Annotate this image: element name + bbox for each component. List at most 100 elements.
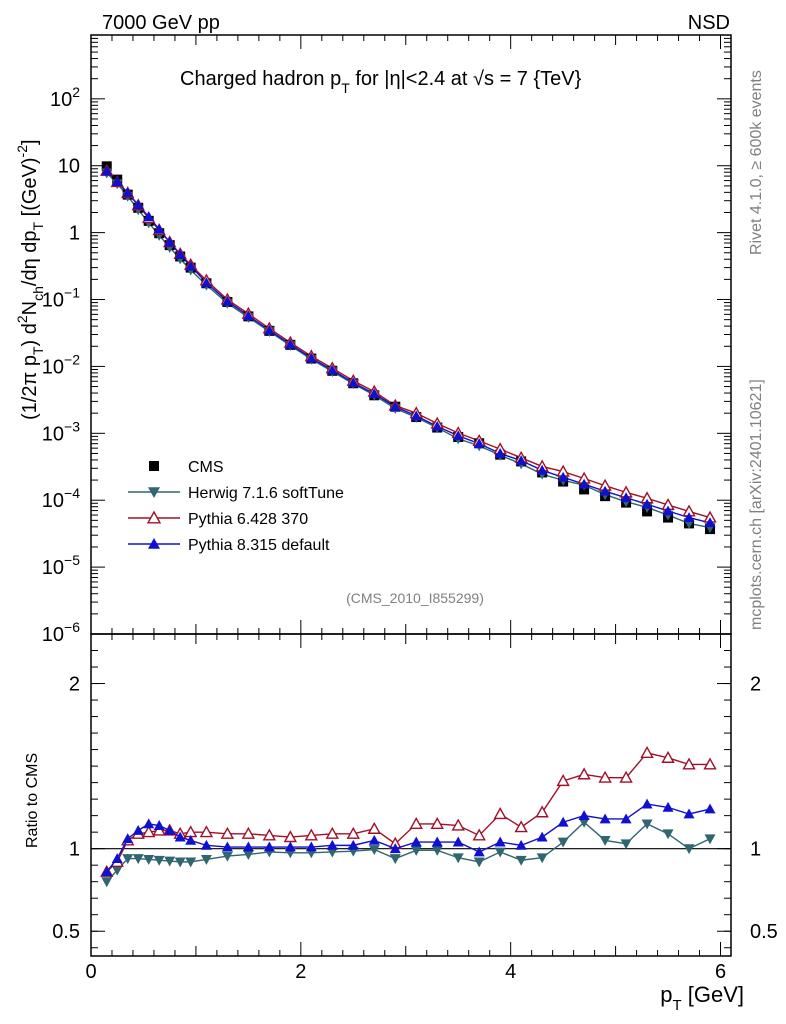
y-tick-exponent: −2 xyxy=(64,351,80,367)
data-point-pythia-8-315-default xyxy=(221,295,233,306)
title-prefix: Charged hadron p xyxy=(180,68,341,90)
ratio-point-pythia-8-315-default xyxy=(122,833,134,844)
ylabel-part-8: [(GeV) xyxy=(19,157,41,221)
ratio-point-herwig-7-1-6-softtune xyxy=(389,854,401,865)
ratio-point-pythia-8-315-default xyxy=(557,816,569,827)
ratio-point-pythia-8-315-default xyxy=(368,834,380,845)
data-point-pythia-8-315-default xyxy=(431,420,443,431)
data-point-pythia-8-315-default xyxy=(473,438,485,449)
ratio-point-herwig-7-1-6-softtune xyxy=(153,855,165,866)
ratio-point-pythia-8-315-default xyxy=(662,801,674,812)
y-tick-exponent: −6 xyxy=(64,619,80,635)
xlabel-unit: [GeV] xyxy=(682,982,744,1007)
y-tick-base: 10 xyxy=(42,557,64,579)
ratio-point-pythia-8-315-default xyxy=(305,841,317,852)
ratio-point-pythia-8-315-default xyxy=(452,836,464,847)
x-axis-label: pT [GeV] xyxy=(660,982,744,1014)
data-point-pythia-8-315-default xyxy=(153,223,165,234)
ratio-series-group xyxy=(100,745,717,888)
y-tick-base: 10 xyxy=(42,356,64,378)
ratio-point-pythia-6-428-370 xyxy=(304,828,319,841)
y-tick-label: 1 xyxy=(69,223,80,245)
y-tick-base: 10 xyxy=(42,290,64,312)
y-axis-label-main: (1/2π pT) d2Nch/dη dpT [(GeV)-2] xyxy=(14,139,46,420)
ratio-point-pythia-6-428-370 xyxy=(472,828,486,841)
ratio-point-herwig-7-1-6-softtune xyxy=(431,845,443,856)
legend-label-pythia-6-428-370: Pythia 6.428 370 xyxy=(188,511,308,528)
ratio-point-pythia-8-315-default xyxy=(431,836,443,847)
ratio-point-pythia-6-428-370 xyxy=(682,757,696,770)
data-point-pythia-8-315-default xyxy=(641,498,653,509)
ratio-point-pythia-6-428-370 xyxy=(241,826,256,839)
data-point-pythia-8-315-default xyxy=(578,478,590,489)
ylabel-part-4: N xyxy=(19,301,41,315)
data-point-pythia-8-315-default xyxy=(263,324,275,335)
rivet-version-label: Rivet 4.1.0, ≥ 600k events xyxy=(748,70,765,255)
y-tick-label: 10−5 xyxy=(42,552,80,579)
ratio-point-pythia-6-428-370 xyxy=(409,816,423,829)
ratio-point-herwig-7-1-6-softtune xyxy=(143,855,155,865)
y-tick-exponent: −5 xyxy=(64,552,80,568)
ylabel-part-5: ch xyxy=(30,286,46,301)
y-tick-base: 10 xyxy=(50,89,72,111)
ratio-y-tick-label-right: 1 xyxy=(750,839,761,861)
ylabel-part-3: 2 xyxy=(14,315,30,323)
ratio-point-pythia-8-315-default xyxy=(284,841,296,852)
ratio-point-pythia-8-315-default xyxy=(164,825,176,835)
ratio-point-pythia-8-315-default xyxy=(347,839,359,850)
ratio-point-pythia-6-428-370 xyxy=(703,757,717,770)
ratio-point-pythia-8-315-default xyxy=(389,843,401,854)
data-point-pythia-8-315-default xyxy=(515,455,527,466)
data-point-pythia-8-315-default xyxy=(305,352,317,363)
ratio-point-herwig-7-1-6-softtune xyxy=(662,829,674,840)
ratio-point-pythia-8-315-default xyxy=(578,810,590,821)
y-tick-exponent: −3 xyxy=(64,418,80,434)
ratio-point-pythia-8-315-default xyxy=(153,820,165,830)
ratio-point-pythia-8-315-default xyxy=(620,813,632,824)
ratio-point-herwig-7-1-6-softtune xyxy=(494,847,506,858)
ratio-point-pythia-6-428-370 xyxy=(142,825,156,838)
ylabel-part-9: -2 xyxy=(14,145,30,158)
data-point-pythia-8-315-default xyxy=(143,211,155,222)
data-point-pythia-8-315-default xyxy=(347,377,359,388)
ratio-point-pythia-6-428-370 xyxy=(346,826,360,839)
ratio-point-pythia-8-315-default xyxy=(641,798,653,809)
data-point-pythia-8-315-default xyxy=(132,199,144,210)
ylabel-part-0: (1/2π p xyxy=(19,355,41,420)
xlabel-sub: T xyxy=(672,997,681,1014)
x-tick-label: 4 xyxy=(505,961,516,983)
data-point-pythia-8-315-default xyxy=(494,447,506,458)
y-tick-label: 10−4 xyxy=(42,485,80,512)
ratio-point-pythia-6-428-370 xyxy=(451,818,465,831)
ratio-point-herwig-7-1-6-softtune xyxy=(641,819,653,830)
ratio-point-pythia-8-315-default xyxy=(515,839,527,850)
ratio-point-pythia-6-428-370 xyxy=(640,745,654,758)
ratio-point-herwig-7-1-6-softtune xyxy=(578,817,590,828)
data-point-pythia-8-315-default xyxy=(200,277,212,288)
main-series-group xyxy=(100,161,717,535)
y-tick-label: 10−1 xyxy=(42,285,80,312)
ratio-y-tick-label-left: 0.5 xyxy=(52,921,80,943)
series-line-pythia-8-315-default xyxy=(106,170,711,524)
data-point-pythia-8-315-default xyxy=(683,512,695,522)
ratio-point-pythia-8-315-default xyxy=(494,836,506,847)
series-line-herwig-7-1-6-softtune xyxy=(106,172,711,529)
ratio-point-herwig-7-1-6-softtune xyxy=(111,865,123,876)
ratio-point-pythia-6-428-370 xyxy=(535,805,549,818)
data-point-pythia-8-315-default xyxy=(452,430,464,441)
ratio-y-tick-label-right: 2 xyxy=(750,674,761,696)
data-point-pythia-8-315-default xyxy=(389,401,401,412)
ratio-point-herwig-7-1-6-softtune xyxy=(704,834,716,845)
ratio-point-pythia-8-315-default xyxy=(242,841,254,852)
ratio-point-herwig-7-1-6-softtune xyxy=(164,856,176,867)
ylabel-part-7: T xyxy=(30,221,46,230)
y-tick-label: 10−3 xyxy=(42,418,80,445)
ratio-point-herwig-7-1-6-softtune xyxy=(101,877,113,888)
ratio-point-pythia-8-315-default xyxy=(683,808,695,819)
ratio-point-pythia-8-315-default xyxy=(174,831,186,842)
x-tick-label: 6 xyxy=(715,961,726,983)
ratio-point-pythia-6-428-370 xyxy=(577,767,591,780)
ratio-axis-ticks: 0.5 0.5 1 1 2 2 xyxy=(52,650,778,949)
data-point-pythia-8-315-default xyxy=(557,471,569,482)
